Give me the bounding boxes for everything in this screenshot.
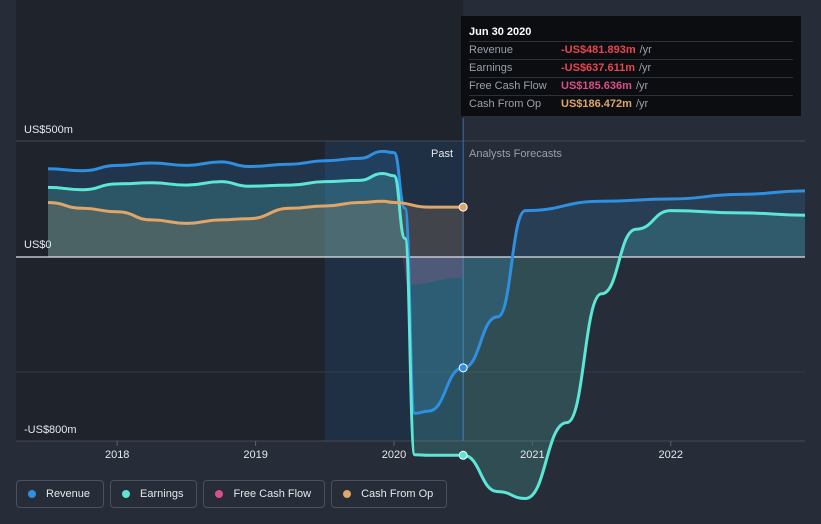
x-tick-label: 2020 bbox=[382, 449, 406, 461]
tooltip-label: Revenue bbox=[469, 44, 514, 56]
revenue-line bbox=[47, 149, 806, 415]
x-tick-label: 2019 bbox=[243, 449, 267, 461]
tooltip-value: US$185.636m bbox=[561, 80, 632, 92]
legend-item-free-cash-flow[interactable]: Free Cash Flow bbox=[203, 480, 326, 508]
hover-tooltip: Jun 30 2020 Revenue -US$481.893m /yr Ear… bbox=[461, 16, 801, 116]
legend-item-revenue[interactable]: Revenue bbox=[16, 480, 105, 508]
cash-from-op-area bbox=[48, 201, 464, 257]
legend-dot-icon bbox=[215, 490, 224, 498]
y-label-top: US$500m bbox=[24, 124, 73, 136]
tooltip-label: Cash From Op bbox=[469, 98, 542, 110]
x-tick-label: 2022 bbox=[659, 449, 683, 461]
x-tick-label: 2018 bbox=[105, 449, 129, 461]
tooltip-unit: /yr bbox=[639, 44, 652, 56]
legend-item-earnings[interactable]: Earnings bbox=[110, 480, 198, 508]
tooltip-row-earnings: Earnings -US$637.611m /yr bbox=[469, 60, 793, 78]
tooltip-label: Earnings bbox=[469, 62, 513, 74]
legend-item-cash-from-op[interactable]: Cash From Op bbox=[331, 480, 448, 508]
past-label: Past bbox=[431, 148, 453, 160]
earnings-line bbox=[47, 172, 806, 500]
tooltip-value: US$186.472m bbox=[561, 98, 632, 110]
legend-label: Earnings bbox=[140, 488, 184, 500]
y-label-zero: US$0 bbox=[24, 239, 52, 251]
cash-from-op-line bbox=[47, 199, 464, 225]
highlight-band bbox=[324, 141, 464, 441]
chart-legend: Revenue Earnings Free Cash Flow Cash Fro… bbox=[16, 480, 448, 508]
x-axis-ticks: 2018 2019 2020 2021 2022 bbox=[105, 441, 683, 461]
free-cash-flow-area bbox=[400, 257, 464, 285]
tooltip-label: Free Cash Flow bbox=[469, 80, 547, 92]
tooltip-row-revenue: Revenue -US$481.893m /yr bbox=[469, 42, 793, 60]
tooltip-value: -US$637.611m bbox=[561, 62, 635, 74]
x-tick-label: 2021 bbox=[520, 449, 544, 461]
tooltip-unit: /yr bbox=[639, 62, 652, 74]
series-areas bbox=[48, 151, 805, 499]
earnings-marker bbox=[458, 450, 468, 460]
tooltip-unit: /yr bbox=[635, 98, 649, 110]
forecast-label: Analysts Forecasts bbox=[469, 148, 562, 160]
legend-dot-icon bbox=[28, 490, 36, 498]
tooltip-row-free-cash-flow: Free Cash Flow US$185.636m /yr bbox=[469, 78, 793, 96]
series-lines bbox=[47, 149, 806, 500]
legend-label: Cash From Op bbox=[361, 488, 434, 500]
legend-label: Free Cash Flow bbox=[233, 488, 312, 500]
revenue-marker bbox=[458, 363, 468, 373]
series-points bbox=[458, 202, 468, 460]
tooltip-unit: /yr bbox=[635, 80, 649, 92]
y-label-bottom: -US$800m bbox=[24, 424, 77, 436]
legend-label: Revenue bbox=[46, 488, 91, 500]
legend-dot-icon bbox=[122, 490, 131, 498]
revenue-area bbox=[48, 151, 805, 414]
tooltip-date: Jun 30 2020 bbox=[469, 24, 793, 42]
legend-dot-icon bbox=[343, 490, 352, 498]
tooltip-value: -US$481.893m bbox=[561, 44, 636, 56]
tooltip-row-cash-from-op: Cash From Op US$186.472m /yr bbox=[469, 96, 793, 113]
cash-from-op-marker bbox=[458, 202, 468, 212]
earnings-area bbox=[48, 173, 805, 499]
